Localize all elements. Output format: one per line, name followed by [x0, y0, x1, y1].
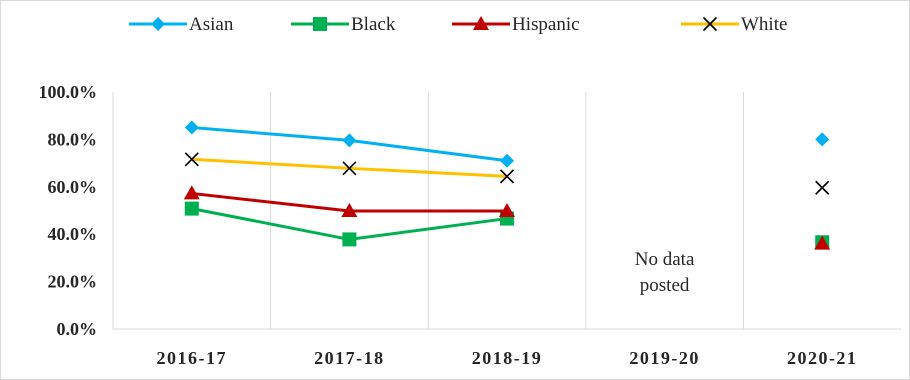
data-point-asian: [815, 132, 830, 147]
data-point-hispanic: [341, 202, 358, 217]
legend-marker-white: [702, 16, 718, 32]
legend-label-asian: Asian: [189, 14, 234, 35]
legend-item-white: White: [681, 14, 787, 35]
series-asian: [184, 120, 830, 168]
data-point-white: [815, 180, 830, 195]
data-point-black: [184, 201, 199, 216]
x-marker-stroke: [815, 180, 830, 195]
data-point-white: [342, 161, 357, 176]
annotation-no-data: No data: [635, 249, 695, 270]
x-marker-stroke: [499, 169, 515, 184]
legend-marker-black: [313, 17, 327, 31]
legend-label-black: Black: [351, 14, 396, 35]
y-tick-label: 80.0%: [48, 129, 98, 149]
data-point-black: [342, 232, 357, 247]
legend-item-hispanic: Hispanic: [452, 14, 580, 35]
y-tick-label: 100.0%: [39, 82, 98, 102]
x-marker-stroke: [702, 16, 718, 32]
x-tick-label: 2017-18: [314, 348, 385, 368]
data-point-hispanic: [183, 185, 200, 200]
x-tick-label: 2018-19: [472, 348, 543, 368]
data-point-white: [184, 152, 199, 167]
x-marker-stroke: [342, 161, 357, 176]
data-point-asian: [342, 133, 357, 148]
legend-item-asian: Asian: [129, 14, 234, 35]
data-point-white: [499, 169, 515, 184]
legend-label-white: White: [741, 14, 787, 35]
legend-marker-asian: [151, 17, 165, 31]
y-tick-label: 60.0%: [48, 177, 98, 197]
y-tick-label: 0.0%: [57, 319, 98, 339]
x-tick-label: 2019-20: [629, 348, 700, 368]
x-marker-stroke: [184, 152, 199, 167]
legend-label-hispanic: Hispanic: [512, 14, 580, 35]
x-tick-label: 2016-17: [157, 348, 228, 368]
legend-marker-hispanic: [473, 16, 489, 30]
data-point-asian: [184, 120, 199, 135]
y-tick-label: 40.0%: [48, 224, 98, 244]
annotation-no-data: posted: [640, 275, 690, 296]
data-point-hispanic: [499, 202, 515, 217]
x-tick-label: 2020-21: [787, 348, 858, 368]
y-tick-label: 20.0%: [48, 272, 98, 292]
data-point-hispanic: [814, 235, 831, 250]
series-black: [184, 201, 830, 250]
data-point-asian: [500, 153, 514, 168]
legend-item-black: Black: [291, 14, 396, 35]
series-hispanic: [183, 185, 831, 250]
series-white: [184, 152, 830, 195]
